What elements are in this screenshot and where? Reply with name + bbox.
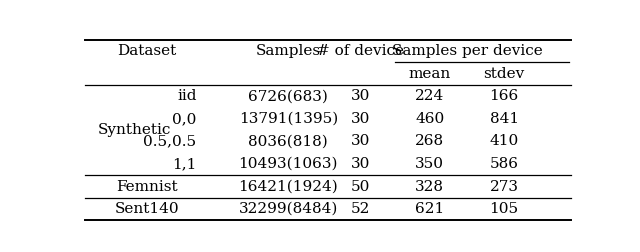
Text: 350: 350 — [415, 157, 444, 171]
Text: 52: 52 — [351, 202, 370, 216]
Text: Samples: Samples — [256, 44, 321, 58]
Text: 460: 460 — [415, 112, 444, 126]
Text: 224: 224 — [415, 89, 444, 103]
Text: stdev: stdev — [483, 67, 525, 81]
Text: # of device: # of device — [317, 44, 404, 58]
Text: 13791(1395): 13791(1395) — [239, 112, 338, 126]
Text: 0,0: 0,0 — [172, 112, 196, 126]
Text: 273: 273 — [490, 180, 518, 194]
Text: 8036(818): 8036(818) — [248, 135, 328, 148]
Text: 586: 586 — [490, 157, 518, 171]
Text: 841: 841 — [490, 112, 518, 126]
Text: 166: 166 — [490, 89, 518, 103]
Text: 268: 268 — [415, 135, 444, 148]
Text: Synthetic: Synthetic — [97, 123, 171, 137]
Text: 30: 30 — [351, 135, 370, 148]
Text: 1,1: 1,1 — [172, 157, 196, 171]
Text: Samples per device: Samples per device — [392, 44, 542, 58]
Text: 6726(683): 6726(683) — [248, 89, 328, 103]
Text: 30: 30 — [351, 89, 370, 103]
Text: 16421(1924): 16421(1924) — [239, 180, 338, 194]
Text: 105: 105 — [490, 202, 518, 216]
Text: Dataset: Dataset — [117, 44, 177, 58]
Text: 10493(1063): 10493(1063) — [239, 157, 338, 171]
Text: 621: 621 — [415, 202, 444, 216]
Text: 0.5,0.5: 0.5,0.5 — [143, 135, 196, 148]
Text: 30: 30 — [351, 157, 370, 171]
Text: 50: 50 — [351, 180, 370, 194]
Text: mean: mean — [408, 67, 451, 81]
Text: 32299(8484): 32299(8484) — [239, 202, 338, 216]
Text: 410: 410 — [490, 135, 518, 148]
Text: 30: 30 — [351, 112, 370, 126]
Text: Femnist: Femnist — [116, 180, 178, 194]
Text: iid: iid — [177, 89, 196, 103]
Text: Sent140: Sent140 — [115, 202, 179, 216]
Text: 328: 328 — [415, 180, 444, 194]
